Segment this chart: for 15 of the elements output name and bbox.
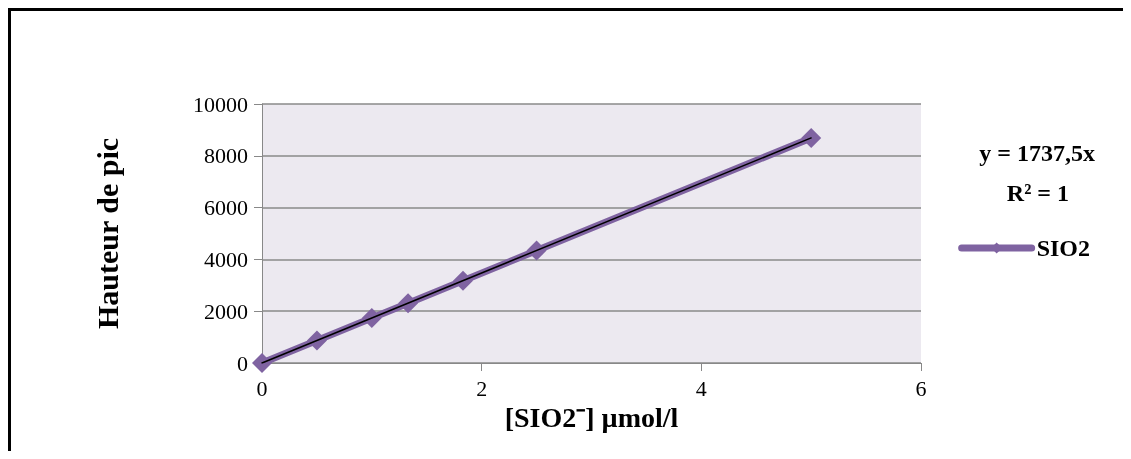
y-tick-label: 6000 [204, 195, 248, 221]
x-tick-label: 0 [256, 375, 268, 401]
y-tick-label: 2000 [204, 298, 248, 324]
text: R² = 1 [1006, 180, 1069, 206]
y-tick-label: 0 [237, 350, 248, 376]
text: y = 1737,5x [979, 140, 1096, 166]
y-axis-title: Hauteur de pic [90, 137, 124, 330]
y-tick-label: 10000 [193, 91, 248, 117]
legend-label: SIO2 [1036, 235, 1090, 261]
x-tick-label: 4 [695, 375, 707, 401]
x-tick-label: 6 [915, 375, 927, 401]
x-tick-label: 2 [476, 375, 488, 401]
y-tick-label: 4000 [204, 246, 248, 272]
x-axis-title: [SIO2⁻] µmol/l [504, 402, 679, 434]
y-tick-label: 8000 [204, 143, 248, 169]
